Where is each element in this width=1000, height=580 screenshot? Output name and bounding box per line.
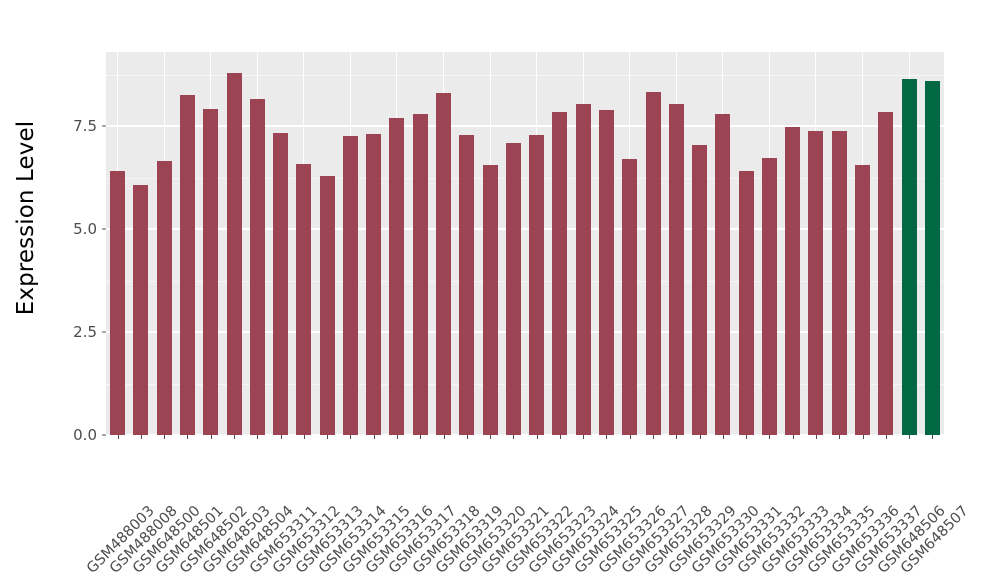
x-tick-mark bbox=[140, 435, 142, 439]
bar[interactable] bbox=[110, 171, 126, 435]
x-tick-mark bbox=[606, 435, 608, 439]
x-tick-mark bbox=[350, 435, 352, 439]
bar[interactable] bbox=[482, 165, 498, 435]
gridline-major bbox=[106, 331, 944, 333]
x-tick-mark bbox=[699, 435, 701, 439]
bar[interactable] bbox=[133, 184, 149, 435]
x-tick-mark bbox=[862, 435, 864, 439]
bar[interactable] bbox=[808, 131, 824, 435]
x-tick-mark bbox=[746, 435, 748, 439]
bar[interactable] bbox=[296, 164, 312, 435]
bar[interactable] bbox=[878, 111, 894, 435]
x-tick-mark bbox=[839, 435, 841, 439]
bar[interactable] bbox=[761, 157, 777, 435]
bar[interactable] bbox=[249, 99, 265, 435]
x-axis: GSM488003 GSM488008 GSM648500 GSM648501 GSM6… bbox=[84, 435, 972, 580]
x-tick-mark bbox=[257, 435, 259, 439]
y-axis-title-label: Expression Level bbox=[13, 120, 40, 315]
bar[interactable] bbox=[924, 80, 940, 435]
y-tick-label: 7.5 bbox=[73, 117, 97, 136]
x-tick-mark bbox=[932, 435, 934, 439]
x-tick-mark bbox=[327, 435, 329, 439]
bar[interactable] bbox=[622, 159, 638, 435]
x-tick-mark bbox=[373, 435, 375, 439]
x-tick-mark bbox=[164, 435, 166, 439]
x-tick-mark bbox=[187, 435, 189, 439]
bar[interactable] bbox=[645, 91, 661, 435]
bar[interactable] bbox=[389, 117, 405, 435]
bar[interactable] bbox=[436, 93, 452, 435]
x-tick-mark bbox=[117, 435, 119, 439]
x-tick-mark bbox=[396, 435, 398, 439]
y-tick-label: 2.5 bbox=[73, 323, 97, 342]
bar[interactable] bbox=[273, 133, 289, 435]
x-tick-mark bbox=[769, 435, 771, 439]
y-tick-mark bbox=[102, 228, 106, 230]
plot-panel bbox=[106, 52, 944, 435]
bar[interactable] bbox=[738, 171, 754, 435]
gridline-major bbox=[106, 125, 944, 127]
x-tick-mark bbox=[303, 435, 305, 439]
bar[interactable] bbox=[226, 72, 242, 435]
bar[interactable] bbox=[831, 131, 847, 435]
bar[interactable] bbox=[319, 175, 335, 435]
bar[interactable] bbox=[598, 109, 614, 435]
x-tick-mark bbox=[420, 435, 422, 439]
bar[interactable] bbox=[156, 161, 172, 435]
bar[interactable] bbox=[203, 108, 219, 435]
x-tick-mark bbox=[722, 435, 724, 439]
y-tick-mark bbox=[102, 125, 106, 127]
bar[interactable] bbox=[575, 104, 591, 435]
bar[interactable] bbox=[552, 111, 568, 435]
y-axis: 0.0 2.5 5.0 7.5 bbox=[52, 0, 106, 580]
x-tick-mark bbox=[653, 435, 655, 439]
y-tick-label: 0.0 bbox=[73, 426, 97, 444]
x-tick-mark bbox=[676, 435, 678, 439]
gridline-major bbox=[106, 434, 944, 435]
x-tick-mark bbox=[280, 435, 282, 439]
bar[interactable] bbox=[529, 135, 545, 435]
x-tick-mark bbox=[210, 435, 212, 439]
bar[interactable] bbox=[342, 135, 358, 435]
y-tick-label: 5.0 bbox=[73, 220, 97, 239]
bar[interactable] bbox=[179, 95, 195, 435]
x-tick-mark bbox=[629, 435, 631, 439]
gridline-minor bbox=[106, 74, 944, 76]
x-tick-mark bbox=[443, 435, 445, 439]
x-tick-mark bbox=[909, 435, 911, 439]
x-tick-mark bbox=[885, 435, 887, 439]
x-tick-mark bbox=[815, 435, 817, 439]
bar[interactable] bbox=[785, 126, 801, 435]
x-tick-mark bbox=[513, 435, 515, 439]
bar[interactable] bbox=[366, 134, 382, 435]
gridline-minor bbox=[106, 383, 944, 385]
bar[interactable] bbox=[692, 144, 708, 435]
x-tick-mark bbox=[490, 435, 492, 439]
bar[interactable] bbox=[715, 113, 731, 435]
x-tick-mark bbox=[536, 435, 538, 439]
bar[interactable] bbox=[901, 78, 917, 435]
gridline-minor bbox=[106, 280, 944, 282]
bar[interactable] bbox=[855, 165, 871, 435]
x-tick-mark bbox=[234, 435, 236, 439]
x-tick-mark bbox=[583, 435, 585, 439]
bar[interactable] bbox=[412, 113, 428, 435]
bar[interactable] bbox=[668, 104, 684, 435]
y-tick-mark bbox=[102, 331, 106, 333]
x-tick-mark bbox=[559, 435, 561, 439]
gridline-minor bbox=[106, 177, 944, 179]
bar[interactable] bbox=[505, 143, 521, 435]
x-tick-mark bbox=[792, 435, 794, 439]
y-axis-title: Expression Level bbox=[0, 0, 52, 435]
bar[interactable] bbox=[459, 135, 475, 435]
gridline-major bbox=[106, 228, 944, 230]
x-tick-mark bbox=[466, 435, 468, 439]
y-tick-mark bbox=[102, 434, 106, 436]
